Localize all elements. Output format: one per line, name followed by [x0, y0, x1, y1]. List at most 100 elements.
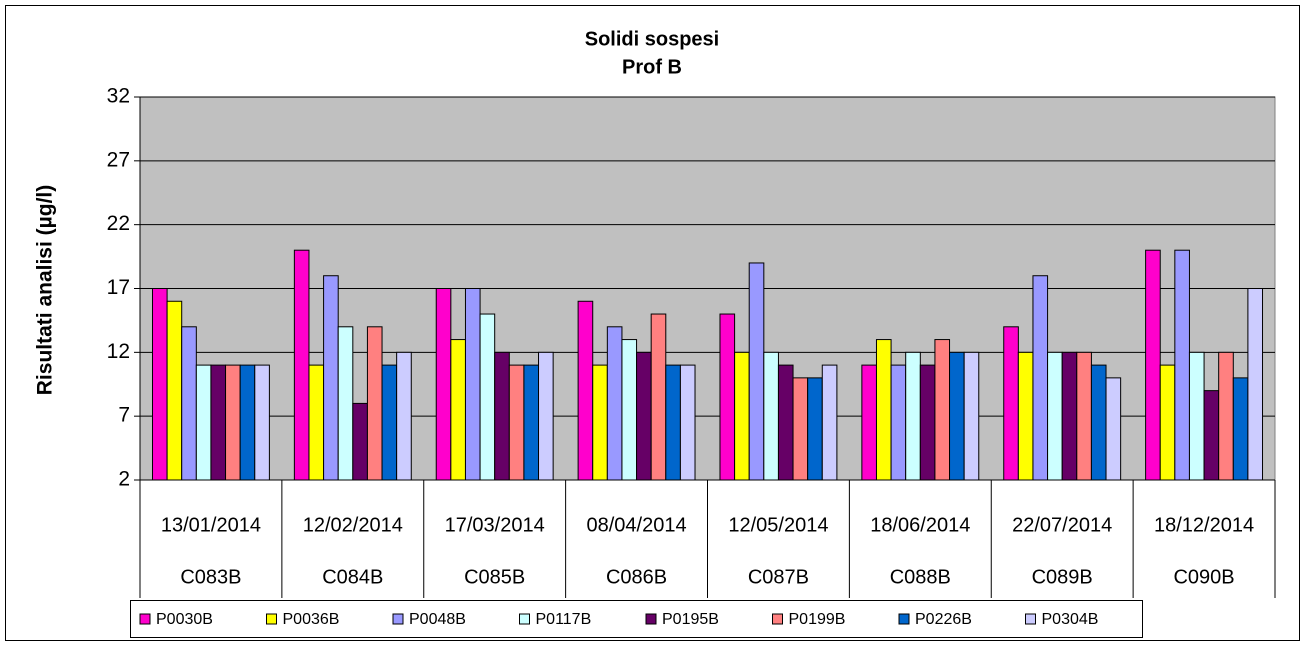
bar	[1017, 351, 1034, 481]
y-tick-label: 7	[118, 404, 130, 427]
legend-label: P0036B	[283, 611, 340, 628]
legend-swatch	[266, 613, 277, 625]
bar	[934, 339, 951, 481]
bar	[494, 351, 510, 481]
bar	[1159, 364, 1176, 481]
legend	[130, 600, 1143, 638]
bar	[151, 288, 168, 481]
bar	[636, 351, 652, 481]
bar	[366, 326, 383, 481]
legend-label: P0117B	[536, 611, 592, 628]
bar	[577, 300, 594, 481]
x-group-label: C085B	[464, 566, 525, 588]
bar	[919, 364, 936, 481]
legend-swatch	[772, 613, 783, 625]
bar	[963, 351, 980, 481]
y-tick-label: 2	[118, 468, 130, 491]
chart-title: Solidi sospesi	[585, 28, 719, 50]
x-tick-label: 17/03/2014	[445, 514, 545, 536]
bar	[807, 377, 823, 481]
bar	[381, 364, 398, 481]
legend-label: P0199B	[789, 611, 846, 628]
bar	[1203, 390, 1220, 481]
bar	[734, 351, 750, 481]
y-axis-label: Risultati analisi (µg/l)	[34, 185, 57, 395]
bar	[606, 326, 623, 481]
legend-swatch	[645, 613, 657, 625]
bar	[1188, 351, 1205, 481]
bar	[949, 351, 965, 481]
legend-label: P0048B	[409, 611, 466, 628]
bar	[293, 249, 310, 481]
legend-swatch	[898, 613, 910, 625]
y-tick-label: 12	[107, 340, 130, 363]
bar	[464, 288, 481, 481]
bar	[195, 364, 212, 481]
bar	[905, 351, 921, 481]
bar	[592, 364, 608, 481]
bar	[450, 339, 466, 481]
legend-label: P0226B	[915, 611, 972, 628]
bar	[1105, 377, 1122, 481]
bar	[479, 313, 496, 481]
bar	[225, 364, 241, 481]
bar	[337, 326, 354, 481]
legend-swatch	[519, 613, 530, 625]
x-tick-label: 18/06/2014	[870, 514, 970, 536]
bar	[210, 364, 227, 481]
x-group-label: C083B	[180, 566, 241, 588]
legend-label: P0030B	[156, 611, 213, 628]
x-group-label: C084B	[322, 566, 383, 588]
legend-swatch	[1025, 613, 1036, 625]
bar	[1090, 364, 1107, 481]
bar	[1047, 351, 1063, 481]
bar	[665, 364, 681, 481]
bar	[861, 364, 877, 481]
bar	[1174, 249, 1190, 481]
bar	[650, 313, 667, 481]
bar	[396, 351, 412, 481]
bar	[308, 364, 325, 481]
x-tick-label: 18/12/2014	[1154, 514, 1254, 536]
legend-swatch	[139, 613, 151, 625]
bar	[1003, 326, 1019, 481]
bar	[719, 313, 736, 481]
x-tick-label: 12/02/2014	[303, 514, 403, 536]
bar	[1247, 288, 1264, 481]
bar	[239, 364, 256, 481]
bar	[435, 288, 452, 481]
x-tick-label: 12/05/2014	[728, 514, 828, 536]
bar	[1232, 377, 1249, 481]
bar	[254, 364, 270, 481]
x-group-label: C086B	[606, 566, 667, 588]
bar	[523, 364, 540, 481]
chart-subtitle: Prof B	[622, 56, 682, 78]
y-tick-label: 32	[107, 85, 130, 108]
x-group-label: C090B	[1173, 566, 1234, 588]
y-tick-label: 27	[107, 148, 130, 171]
x-tick-label: 13/01/2014	[161, 514, 261, 536]
bar	[792, 377, 809, 481]
bar	[323, 275, 339, 481]
bar	[538, 351, 554, 481]
x-group-label: C088B	[890, 566, 951, 588]
legend-label: P0195B	[662, 611, 719, 628]
bar	[890, 364, 907, 481]
bar	[777, 364, 794, 481]
bar	[1145, 249, 1161, 481]
y-tick-label: 17	[107, 276, 130, 299]
legend-swatch	[392, 613, 404, 625]
bar	[1076, 351, 1092, 481]
bar	[763, 351, 779, 481]
bar	[1061, 351, 1078, 481]
bar	[875, 339, 892, 481]
bar	[1218, 351, 1234, 481]
bar	[748, 262, 765, 481]
bar	[621, 339, 638, 481]
x-tick-label: 22/07/2014	[1012, 514, 1112, 536]
x-group-label: C087B	[748, 566, 809, 588]
legend-label: P0304B	[1042, 611, 1099, 628]
bar	[352, 402, 368, 481]
bar	[166, 300, 183, 481]
